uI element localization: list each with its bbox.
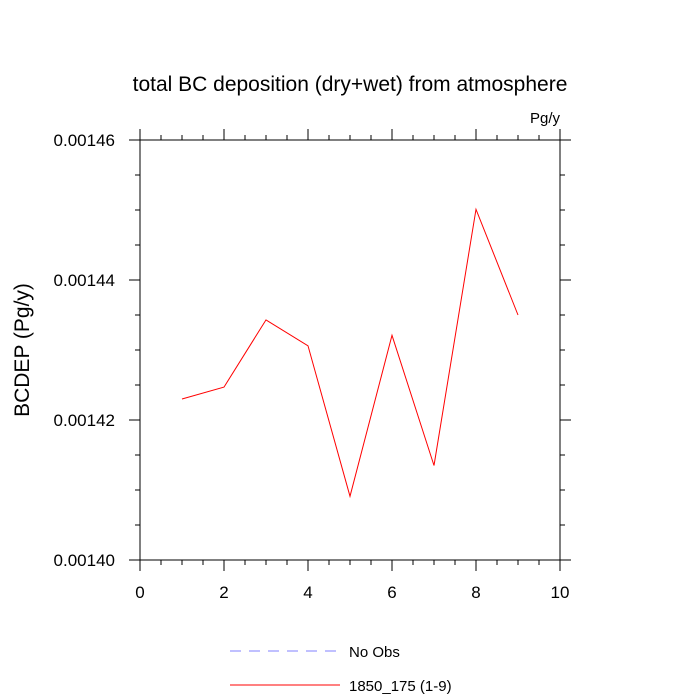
axis-ticks bbox=[129, 129, 571, 571]
y-axis-label: BCDEP (Pg/y) bbox=[11, 283, 34, 417]
x-tick-label: 6 bbox=[387, 583, 396, 602]
x-tick-label: 4 bbox=[303, 583, 312, 602]
y-tick-label: 0.00140 bbox=[54, 551, 115, 570]
x-tick-label: 8 bbox=[471, 583, 480, 602]
legend-label-no-obs: No Obs bbox=[349, 644, 400, 661]
chart-title: total BC deposition (dry+wet) from atmos… bbox=[133, 73, 568, 96]
x-tick-label: 10 bbox=[551, 583, 570, 602]
y-tick-label: 0.00144 bbox=[54, 271, 115, 290]
y-tick-label: 0.00142 bbox=[54, 411, 115, 430]
x-tick-label: 0 bbox=[135, 583, 144, 602]
y-tick-label: 0.00146 bbox=[54, 131, 115, 150]
x-tick-labels: 0 2 4 6 8 10 bbox=[135, 583, 569, 602]
y-tick-labels: 0.00140 0.00142 0.00144 0.00146 bbox=[54, 131, 115, 570]
plot-frame bbox=[139, 139, 561, 561]
x-tick-label: 2 bbox=[219, 583, 228, 602]
series-layer bbox=[181, 207, 519, 499]
legend-label-series: 1850_175 (1-9) bbox=[349, 678, 452, 695]
legend: No Obs 1850_175 (1-9) bbox=[230, 644, 452, 695]
series-line bbox=[181, 207, 519, 499]
units-label: Pg/y bbox=[530, 110, 561, 127]
